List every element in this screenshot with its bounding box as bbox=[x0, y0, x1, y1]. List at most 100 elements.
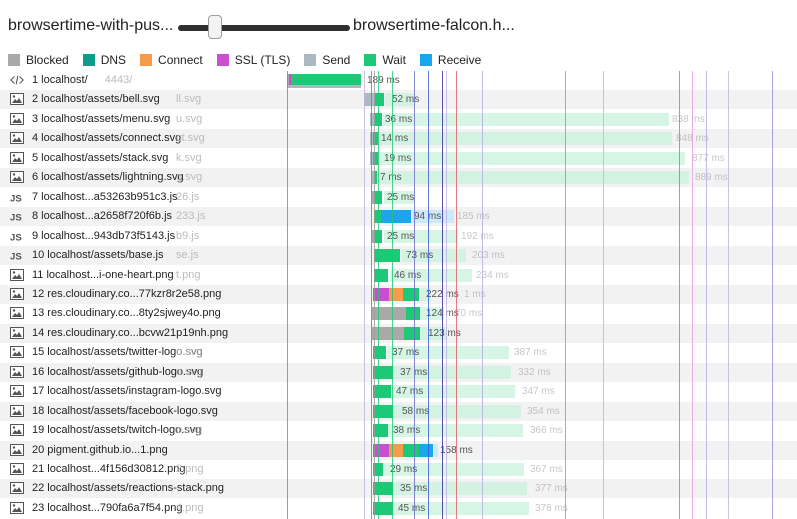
request-url[interactable]: 12 res.cloudinary.co...77kzr8r2e58.png bbox=[32, 287, 222, 300]
timing-segment-wait[interactable] bbox=[403, 287, 419, 301]
timing-segment-wait[interactable] bbox=[406, 307, 420, 321]
timing-segment-wait[interactable] bbox=[373, 346, 386, 360]
request-row[interactable]: 19 localhost/assets/twitch-logo.svg o.svg… bbox=[0, 421, 797, 440]
timing-segment-wait[interactable] bbox=[373, 404, 393, 418]
request-row[interactable]: JS 8 localhost...a2658f720f6b.js 233.js 94 … bbox=[0, 207, 797, 227]
request-url[interactable]: 18 localhost/assets/facebook-logo.svg bbox=[32, 404, 218, 417]
timing-segment-blocked[interactable] bbox=[287, 74, 289, 87]
request-url-overlay: o.svg bbox=[176, 424, 203, 437]
image-icon bbox=[10, 365, 24, 378]
timing-segment-send[interactable] bbox=[287, 85, 361, 88]
request-url[interactable]: 13 res.cloudinary.co...8ty2sjwey4o.png bbox=[32, 307, 221, 320]
request-row[interactable]: 3 localhost/assets/menu.svg u.svg 36 ms 838… bbox=[0, 110, 797, 129]
slider-handle[interactable] bbox=[208, 15, 222, 39]
timing-segment-ssl-tls[interactable] bbox=[373, 287, 389, 301]
legend-swatch bbox=[304, 54, 317, 66]
timing-segment-wait[interactable] bbox=[373, 385, 391, 399]
request-url[interactable]: 2 localhost/assets/bell.svg bbox=[32, 93, 160, 106]
request-row[interactable]: 13 res.cloudinary.co...8ty2sjwey4o.png 12… bbox=[0, 304, 797, 323]
comparison-timing-bar bbox=[393, 404, 521, 418]
request-row[interactable]: 15 localhost/assets/twitter-logo.svg o.sv… bbox=[0, 343, 797, 362]
request-url[interactable]: 14 res.cloudinary.co...bcvw21p19nh.png bbox=[32, 326, 229, 339]
request-url[interactable]: 15 localhost/assets/twitter-logo.svg bbox=[32, 346, 203, 359]
legend-label: Wait bbox=[382, 53, 406, 67]
request-row[interactable]: 6 localhost/assets/lightning.svg g.svg 7 m… bbox=[0, 168, 797, 188]
comparison-duration: 1 ms bbox=[464, 288, 486, 300]
timing-segment-wait[interactable] bbox=[373, 365, 393, 379]
timing-marker-line bbox=[772, 71, 773, 519]
request-row[interactable]: 11 localhost...i-one-heart.png t.png 46 ms… bbox=[0, 266, 797, 285]
image-icon bbox=[10, 307, 24, 320]
timing-segment-wait[interactable] bbox=[374, 249, 400, 263]
timing-segment-wait[interactable] bbox=[374, 268, 388, 282]
timing-segment-wait[interactable] bbox=[403, 443, 419, 457]
timing-segment-receive[interactable] bbox=[419, 443, 433, 457]
timing-segment-ssl-tls[interactable] bbox=[289, 74, 291, 87]
image-icon bbox=[10, 151, 24, 164]
request-row[interactable]: 4 localhost/assets/connect.svg ct.svg 14 m… bbox=[0, 129, 797, 149]
request-row[interactable]: 1 localhost/4443/189 ms bbox=[0, 71, 797, 90]
request-row[interactable]: 5 localhost/assets/stack.svg k.svg 19 ms 87… bbox=[0, 149, 797, 168]
request-url[interactable]: 5 localhost/assets/stack.svg bbox=[32, 151, 169, 164]
comparison-timing-bar bbox=[378, 132, 672, 146]
request-row[interactable]: 2 localhost/assets/bell.svg ll.svg 52 ms bbox=[0, 90, 797, 110]
timing-segment-ssl-tls[interactable] bbox=[373, 443, 389, 457]
comparison-duration: 332 ms bbox=[518, 366, 551, 378]
request-url[interactable]: 9 localhost...943db73f5143.js bbox=[32, 229, 176, 242]
request-row[interactable]: 20 pigment.github.io...1.png 158 ms bbox=[0, 440, 797, 460]
request-url[interactable]: 19 localhost/assets/twitch-logo.svg bbox=[32, 424, 202, 437]
request-url[interactable]: 11 localhost...i-one-heart.png bbox=[32, 268, 174, 281]
request-url[interactable]: 4 localhost/assets/connect.svg bbox=[32, 132, 182, 145]
timing-segment-wait[interactable] bbox=[373, 482, 393, 496]
request-row[interactable]: 14 res.cloudinary.co...bcvw21p19nh.png 12… bbox=[0, 323, 797, 343]
timing-segment-blocked[interactable] bbox=[372, 229, 375, 243]
request-url[interactable]: 10 localhost/assets/base.js bbox=[32, 249, 164, 262]
request-url[interactable]: 3 localhost/assets/menu.svg bbox=[32, 112, 171, 125]
run-comparison-slider[interactable] bbox=[178, 15, 350, 41]
request-url[interactable]: 16 localhost/assets/github-logo.svg bbox=[32, 365, 204, 378]
timing-segment-wait[interactable] bbox=[373, 501, 393, 515]
timing-segment-wait[interactable] bbox=[375, 93, 384, 107]
request-url[interactable]: 17 localhost/assets/instagram-logo.svg bbox=[32, 385, 222, 398]
legend-swatch bbox=[364, 54, 377, 66]
request-row[interactable]: JS 9 localhost...943db73f5143.js b9.js 25 m… bbox=[0, 227, 797, 246]
request-row[interactable]: JS 7 localhost...a53263b951c3.js 26.js 25 m… bbox=[0, 188, 797, 207]
timing-segment-blocked[interactable] bbox=[372, 326, 404, 340]
timing-segment-wait[interactable] bbox=[291, 74, 361, 87]
request-row[interactable]: 12 res.cloudinary.co...77kzr8r2e58.png 22… bbox=[0, 284, 797, 304]
request-url-overlay: 2.png bbox=[176, 463, 204, 475]
request-row[interactable]: 16 localhost/assets/github-logo.svg o.svg… bbox=[0, 362, 797, 382]
request-url[interactable]: 23 localhost...790fa6a7f54.png bbox=[32, 501, 183, 514]
timing-marker-line bbox=[428, 71, 429, 519]
request-row[interactable]: 17 localhost/assets/instagram-logo.svg 47… bbox=[0, 382, 797, 401]
request-url[interactable]: 6 localhost/assets/lightning.svg bbox=[32, 171, 184, 184]
html-icon bbox=[10, 74, 24, 86]
slider-track[interactable] bbox=[178, 25, 350, 31]
request-row[interactable]: 22 localhost/assets/reactions-stack.png 3… bbox=[0, 479, 797, 499]
timing-segment-wait[interactable] bbox=[373, 132, 378, 146]
request-url[interactable]: 1 localhost/ bbox=[32, 74, 88, 86]
request-url[interactable]: 22 localhost/assets/reactions-stack.png bbox=[32, 482, 224, 495]
request-row[interactable]: 21 localhost...4f156d30812.png 2.png 29 ms… bbox=[0, 460, 797, 479]
legend-swatch bbox=[216, 54, 229, 66]
timing-segment-wait[interactable] bbox=[404, 326, 420, 340]
request-row[interactable]: 18 localhost/assets/facebook-logo.svg 58 … bbox=[0, 401, 797, 421]
request-duration: 47 ms bbox=[396, 386, 424, 398]
request-url[interactable]: 8 localhost...a2658f720f6b.js bbox=[32, 210, 173, 223]
request-row[interactable]: 23 localhost...790fa6a7f54.png 4.png 45 ms… bbox=[0, 499, 797, 518]
timing-segment-blocked[interactable] bbox=[372, 190, 375, 204]
timing-segment-wait[interactable] bbox=[373, 151, 378, 165]
timing-segment-blocked[interactable] bbox=[372, 307, 406, 321]
image-icon bbox=[10, 443, 24, 456]
request-duration: 35 ms bbox=[400, 483, 428, 495]
request-url[interactable]: 20 pigment.github.io...1.png bbox=[32, 443, 168, 456]
request-row[interactable]: JS 10 localhost/assets/base.js se.js 73 ms 2… bbox=[0, 246, 797, 266]
timing-marker-line bbox=[706, 71, 707, 519]
timing-segment-wait[interactable] bbox=[374, 171, 377, 185]
timing-segment-wait[interactable] bbox=[373, 424, 388, 438]
timing-segment-receive[interactable] bbox=[381, 210, 411, 224]
request-url[interactable]: 7 localhost...a53263b951c3.js bbox=[32, 190, 178, 203]
comparison-duration: 347 ms bbox=[522, 386, 555, 398]
request-url[interactable]: 21 localhost...4f156d30812.png bbox=[32, 463, 186, 475]
comparison-timing-bar bbox=[388, 424, 523, 438]
